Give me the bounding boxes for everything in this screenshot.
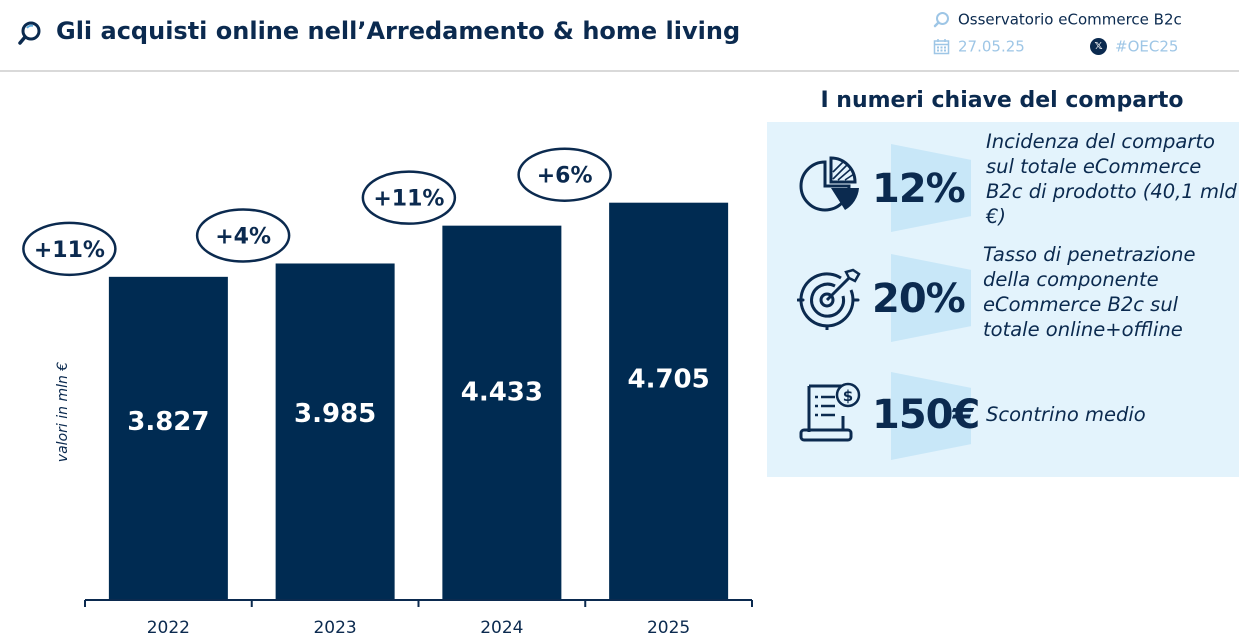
kpi-wedge [891, 372, 971, 460]
x-tick-label: 2024 [480, 618, 523, 638]
x-tick-label: 2022 [147, 618, 190, 638]
bar-value-label: 4.705 [628, 365, 710, 395]
bar-chart: valori in mln € 3.827 2022 +11% 3.985 2023 +4%… [22, 147, 753, 638]
kpi-wedge [891, 144, 971, 232]
key-numbers-panel: 12% Incidenza del comparto sul totale eC… [767, 122, 1239, 477]
date-label: 27.05.25 [933, 37, 1025, 56]
page-title: Gli acquisti online nell’Arredamento & h… [56, 17, 741, 45]
magnifier-logo-icon [18, 21, 41, 45]
bar-value-label: 4.433 [461, 378, 543, 408]
x-tick-label: 2023 [313, 618, 356, 638]
kpi-value: 12% [872, 166, 966, 212]
kpi-value: 20% [872, 276, 966, 322]
pie-chart-icon [799, 156, 859, 212]
svg-text:$: $ [843, 387, 853, 405]
bar [108, 276, 228, 600]
kpi-wedge [891, 254, 971, 342]
y-axis-label: valori in mln € [55, 362, 71, 462]
panel-title: I numeri chiave del comparto [820, 88, 1184, 113]
growth-label: +11% [34, 238, 105, 263]
x-tick-label: 2025 [647, 618, 690, 638]
receipt-icon: $ [799, 382, 861, 442]
target-icon [797, 268, 861, 330]
growth-badge [361, 170, 457, 225]
magnifier-icon [933, 12, 949, 28]
hashtag-text: #OEC25 [1115, 37, 1179, 56]
kpi-description: Scontrino medio [986, 403, 1146, 426]
growth-badge [517, 147, 612, 202]
kpi-penetration: 20% Tasso di penetrazione della componen… [767, 240, 1239, 350]
kpi-average-receipt: $ 150€ Scontrino medio [767, 362, 1239, 472]
kpi-share: 12% Incidenza del comparto sul totale eC… [767, 122, 1239, 237]
kpi-description: Tasso di penetrazione della componente e… [983, 243, 1196, 341]
date-text: 27.05.25 [958, 37, 1025, 56]
x-social-icon: 𝕏 [1090, 38, 1107, 55]
growth-badge [195, 208, 291, 263]
hashtag-label[interactable]: 𝕏 #OEC25 [1090, 37, 1178, 56]
bar [275, 263, 395, 600]
bar-value-label: 3.827 [127, 407, 209, 437]
growth-badge [22, 221, 117, 277]
bar-value-label: 3.985 [294, 399, 376, 429]
kpi-value: 150€ [872, 392, 980, 438]
bar [609, 202, 729, 600]
kpi-description: Incidenza del comparto sul totale eComme… [986, 130, 1237, 228]
header: Gli acquisti online nell’Arredamento & h… [0, 0, 1239, 72]
observatory-label: Osservatorio eCommerce B2c [933, 10, 1182, 29]
growth-label: +4% [215, 224, 271, 249]
observatory-text: Osservatorio eCommerce B2c [958, 10, 1182, 29]
bar [442, 225, 562, 600]
growth-label: +6% [537, 164, 593, 189]
growth-label: +11% [373, 187, 444, 212]
calendar-icon [933, 39, 950, 55]
